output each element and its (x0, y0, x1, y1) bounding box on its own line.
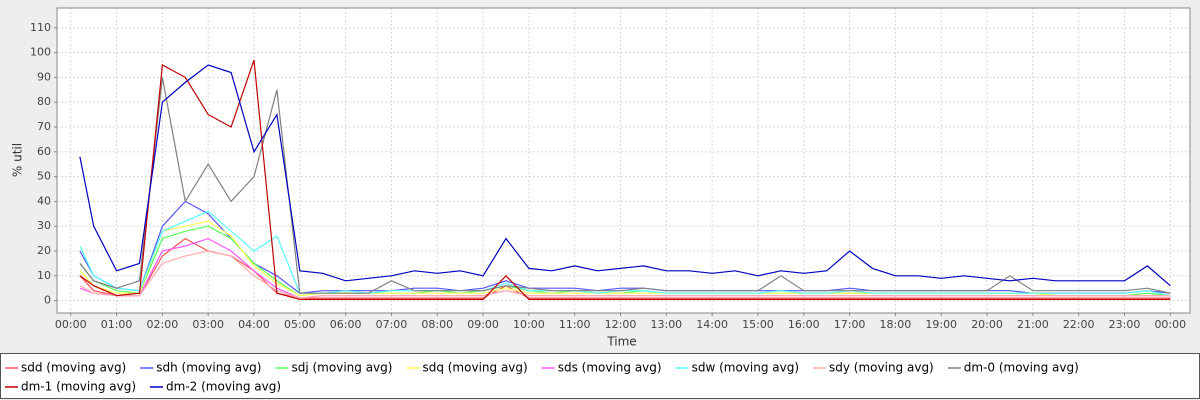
series-line (79, 64, 1171, 287)
y-tick-label: 80 (37, 95, 51, 108)
legend-label: sdw (moving avg) (692, 361, 799, 375)
legend: sdd (moving avg) sdh (moving avg) sdj (mov… (5, 361, 1079, 394)
legend-label: dm-2 (moving avg) (166, 380, 281, 394)
x-tick-label: 18:00 (880, 318, 912, 331)
x-tick-label: 07:00 (376, 318, 408, 331)
series-line (79, 59, 1171, 300)
x-tick-label: 19:00 (925, 318, 957, 331)
series-line (79, 250, 1171, 299)
legend-label: dm-0 (moving avg) (964, 361, 1079, 375)
legend-label: sdd (moving avg) (21, 361, 126, 375)
x-tick-label: 14:00 (696, 318, 728, 331)
y-tick-label: 60 (37, 145, 51, 158)
y-tick-label: 110 (30, 21, 51, 34)
legend-label: dm-1 (moving avg) (21, 380, 136, 394)
x-tick-label: 10:00 (513, 318, 545, 331)
series-line (79, 77, 1171, 294)
y-tick-label: 40 (37, 194, 51, 207)
x-tick-label: 11:00 (559, 318, 591, 331)
x-tick-label: 02:00 (147, 318, 179, 331)
y-tick-label: 50 (37, 170, 51, 183)
legend-label: sdq (moving avg) (422, 361, 527, 375)
x-tick-label: 01:00 (101, 318, 133, 331)
x-tick-label: 00:00 (1154, 318, 1186, 331)
y-axis-title: % util (11, 143, 25, 177)
x-tick-label: 21:00 (1017, 318, 1049, 331)
legend-box (0, 353, 1200, 399)
x-tick-label: 08:00 (421, 318, 453, 331)
x-tick-label: 13:00 (650, 318, 682, 331)
x-tick-label: 12:00 (605, 318, 637, 331)
y-tick-label: 10 (37, 269, 51, 282)
x-tick-label: 15:00 (742, 318, 774, 331)
x-axis-title: Time (606, 335, 636, 349)
legend-label: sdh (moving avg) (156, 361, 261, 375)
x-tick-label: 06:00 (330, 318, 362, 331)
legend-label: sds (moving avg) (558, 361, 662, 375)
x-tick-label: 00:00 (55, 318, 87, 331)
plot-area (56, 7, 1191, 314)
x-tick-label: 16:00 (788, 318, 820, 331)
x-tick-label: 05:00 (284, 318, 316, 331)
x-tick-label: 03:00 (192, 318, 224, 331)
x-tick-label: 09:00 (467, 318, 499, 331)
x-tick-label: 20:00 (971, 318, 1003, 331)
y-tick-label: 30 (37, 219, 51, 232)
x-tick-label: 22:00 (1063, 318, 1095, 331)
x-tick-label: 17:00 (834, 318, 866, 331)
legend-label: sdj (moving avg) (291, 361, 392, 375)
y-tick-label: 0 (44, 294, 51, 307)
y-tick-label: 20 (37, 244, 51, 257)
legend-label: sdy (moving avg) (829, 361, 934, 375)
y-tick-label: 70 (37, 120, 51, 133)
x-tick-label: 23:00 (1109, 318, 1141, 331)
y-tick-label: 90 (37, 70, 51, 83)
y-tick-label: 100 (30, 46, 51, 59)
plot-area (56, 7, 1191, 314)
x-tick-label: 04:00 (238, 318, 270, 331)
